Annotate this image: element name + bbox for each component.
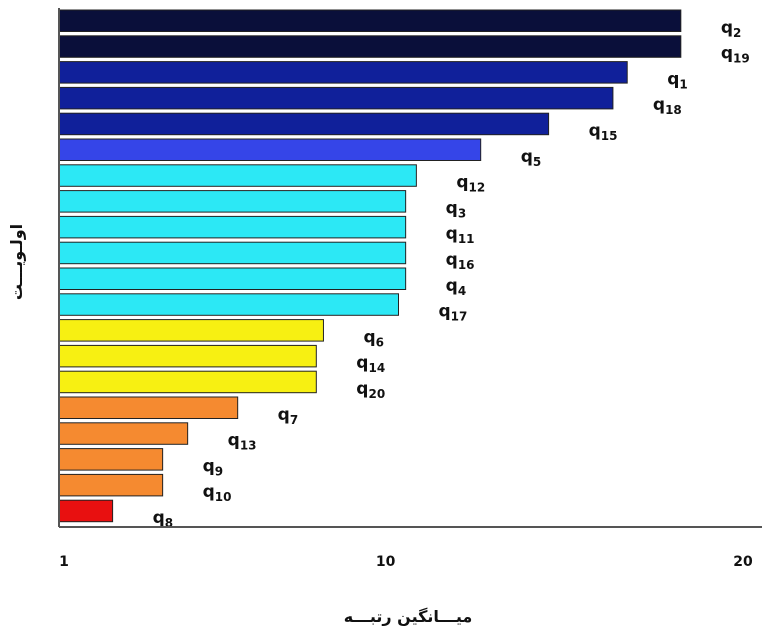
bar-q13 bbox=[58, 422, 189, 445]
bar-labels-layer: q2 q19 q1 q18 q15 q5 q12 q3 q11 q16 q4 q17 q6 q14 q20 q… bbox=[153, 18, 750, 530]
bar-label-q16: q16 bbox=[446, 250, 475, 272]
bars-layer bbox=[58, 9, 682, 523]
bar-label-q8: q8 bbox=[153, 508, 174, 530]
bar-q17 bbox=[58, 293, 399, 316]
bar-q14 bbox=[58, 344, 317, 368]
bar-q18 bbox=[58, 86, 614, 110]
y-axis-title: اولـویـــت bbox=[7, 224, 26, 300]
x-axis-title: میـــانگین رتبـــه bbox=[344, 607, 473, 626]
bar-q5 bbox=[58, 138, 482, 161]
bar-q20 bbox=[58, 370, 317, 394]
bar-label-q19: q19 bbox=[721, 44, 750, 66]
bar-label-q17: q17 bbox=[439, 302, 468, 324]
bar-label-q7: q7 bbox=[278, 405, 299, 427]
x-tick-label-10: 10 bbox=[376, 554, 396, 570]
bar-label-q20: q20 bbox=[356, 379, 385, 401]
bar-q6 bbox=[58, 319, 324, 342]
bar-q16 bbox=[58, 241, 407, 265]
x-tick-labels: 1 10 20 bbox=[59, 554, 753, 570]
bar-q8 bbox=[58, 499, 114, 523]
bar-label-q3: q3 bbox=[446, 198, 467, 220]
bar-q3 bbox=[58, 190, 407, 213]
bar-q9 bbox=[58, 448, 164, 471]
bar-label-q18: q18 bbox=[653, 95, 682, 117]
bar-q1 bbox=[58, 61, 628, 84]
bar-label-q11: q11 bbox=[446, 224, 475, 246]
bar-q10 bbox=[58, 473, 164, 497]
bar-label-q1: q1 bbox=[667, 69, 688, 91]
bar-label-q9: q9 bbox=[203, 456, 224, 478]
bar-q4 bbox=[58, 267, 407, 290]
x-tick-label-20: 20 bbox=[733, 554, 753, 570]
bar-label-q12: q12 bbox=[456, 173, 485, 195]
bar-label-q13: q13 bbox=[228, 431, 257, 453]
bar-label-q5: q5 bbox=[521, 147, 542, 169]
bar-q2 bbox=[58, 9, 682, 32]
x-tick-label-1: 1 bbox=[59, 554, 69, 570]
bar-q11 bbox=[58, 215, 407, 239]
bar-label-q15: q15 bbox=[589, 121, 618, 143]
bar-label-q6: q6 bbox=[363, 327, 384, 349]
bar-q19 bbox=[58, 35, 682, 58]
bar-label-q14: q14 bbox=[356, 353, 385, 375]
bar-label-q4: q4 bbox=[446, 276, 467, 298]
bar-q15 bbox=[58, 112, 550, 136]
bar-label-q10: q10 bbox=[203, 482, 232, 504]
bar-label-q2: q2 bbox=[721, 18, 742, 40]
bar-q7 bbox=[58, 396, 239, 419]
bar-q12 bbox=[58, 164, 417, 187]
